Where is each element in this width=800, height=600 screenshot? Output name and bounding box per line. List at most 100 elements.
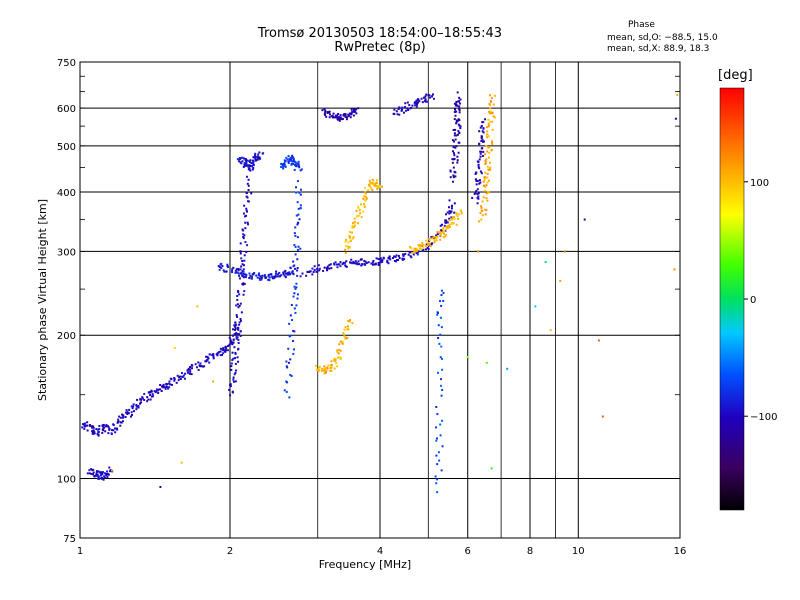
phase-x-stats: mean, sd,X: 88.9, 18.3 [607,44,710,54]
data-point [400,109,403,112]
data-point [244,227,247,230]
data-point [286,158,289,161]
data-point [494,94,497,97]
data-point [312,270,315,273]
data-point [449,169,452,172]
data-point [458,213,461,216]
data-point [330,115,333,118]
data-point [460,212,463,215]
data-point [101,431,104,434]
data-point [346,337,349,340]
data-point [452,216,455,219]
data-point [285,156,288,159]
data-point [235,335,238,338]
data-point [179,377,182,380]
data-point [248,161,251,164]
data-point [91,431,94,434]
data-point [450,222,453,225]
data-point [491,111,494,114]
data-point [299,193,302,196]
data-point [157,391,160,394]
data-point [232,328,235,331]
data-point [287,347,290,350]
data-point [245,175,248,178]
data-point [345,238,348,241]
data-point [289,266,292,269]
data-point [253,271,256,274]
data-point [283,389,286,392]
data-point [413,249,416,252]
data-point [271,276,274,279]
y-tick-label: 500 [57,142,76,153]
data-point [427,237,430,240]
data-point [252,273,255,276]
data-point [249,164,252,167]
data-point [544,261,547,264]
data-point [320,368,323,371]
data-point [297,163,300,166]
data-point [488,94,491,97]
data-point [252,156,255,159]
data-point [231,351,234,354]
data-point [344,248,347,251]
data-point [247,165,250,168]
data-point [478,130,481,133]
data-point [232,376,235,379]
data-point [141,397,144,400]
data-point [488,156,491,159]
data-point [243,162,246,165]
data-point [345,118,348,121]
data-point [359,212,362,215]
data-point [231,342,234,345]
data-point [242,282,245,285]
data-point [236,271,239,274]
data-point [238,321,241,324]
data-point [230,362,233,365]
data-point [357,214,360,217]
data-point [479,126,482,129]
data-point [330,360,333,363]
data-point [260,276,263,279]
data-point [239,302,242,305]
data-point [325,115,328,118]
data-point [300,188,303,191]
data-point [196,305,199,308]
data-point [101,424,104,427]
data-point [293,244,296,247]
data-point [143,398,146,401]
data-point [368,185,371,188]
data-point [159,384,162,387]
data-point [256,156,259,159]
data-point [293,168,296,171]
data-point [485,158,488,161]
data-point [351,224,354,227]
data-point [326,366,329,369]
data-point [387,257,390,260]
data-point [398,106,401,109]
data-point [190,364,193,367]
data-point [250,162,253,165]
data-point [486,176,489,179]
data-point [415,251,418,254]
data-point [181,376,184,379]
data-point [162,383,165,386]
data-point [363,206,366,209]
data-point [435,405,438,408]
data-point [268,276,271,279]
data-point [237,338,240,341]
data-point [455,122,458,125]
data-point [254,157,257,160]
data-point [313,269,316,272]
data-point [249,169,252,172]
data-point [243,234,246,237]
data-point [434,238,437,241]
data-point [414,247,417,250]
data-point [439,300,442,303]
data-point [444,221,447,224]
data-point [424,98,427,101]
data-point [440,326,443,329]
data-point [168,380,171,383]
data-point [563,250,566,253]
data-point [228,336,231,339]
data-point [372,183,375,186]
